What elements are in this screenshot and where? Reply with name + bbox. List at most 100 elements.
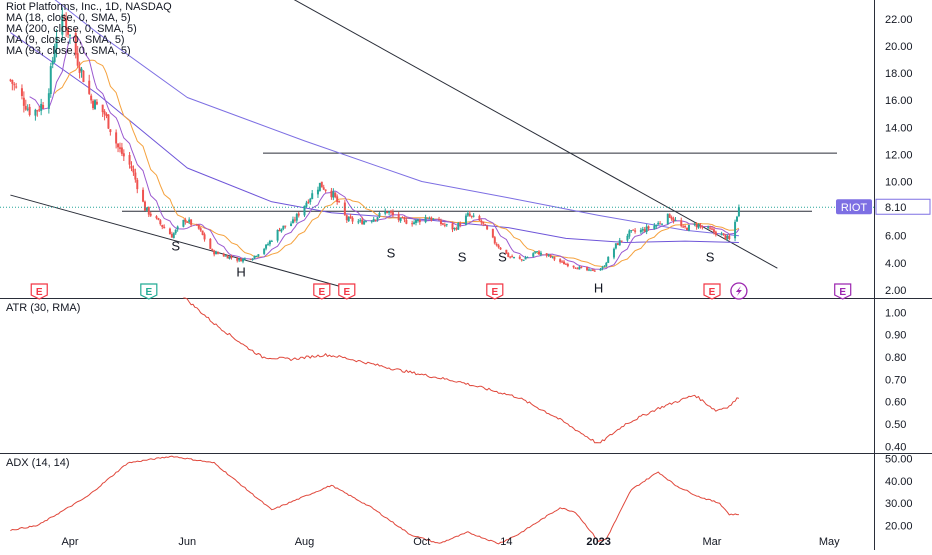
candle-body[interactable] [36, 110, 39, 112]
candle-body[interactable] [78, 67, 81, 73]
candle-body[interactable] [188, 219, 191, 222]
candle-body[interactable] [737, 207, 740, 217]
adx-line[interactable] [10, 455, 739, 545]
candle-body[interactable] [28, 106, 31, 115]
atr-pane[interactable] [183, 297, 740, 444]
candle-body[interactable] [457, 222, 460, 230]
candle-body[interactable] [251, 259, 254, 261]
candle-body[interactable] [280, 228, 283, 232]
candle-body[interactable] [684, 226, 687, 228]
candle-body[interactable] [168, 228, 171, 235]
candle-body[interactable] [197, 224, 200, 229]
legend-ma-93[interactable]: MA (93, close, 0, SMA, 5) [6, 45, 131, 57]
candle-body[interactable] [391, 212, 394, 215]
candle-body[interactable] [578, 266, 581, 270]
candle-body[interactable] [209, 238, 212, 249]
candle-body[interactable] [384, 211, 387, 214]
candle-body[interactable] [401, 217, 404, 219]
candle-body[interactable] [593, 270, 596, 272]
candle-body[interactable] [472, 215, 475, 217]
candle-body[interactable] [551, 256, 554, 258]
candle-body[interactable] [645, 226, 648, 232]
candle-body[interactable] [297, 213, 300, 216]
candle-body[interactable] [201, 230, 204, 235]
candle-body[interactable] [607, 256, 610, 263]
candle-body[interactable] [686, 227, 689, 231]
candle-body[interactable] [712, 229, 715, 233]
candle-body[interactable] [511, 256, 514, 258]
candle-body[interactable] [213, 250, 216, 255]
candle-body[interactable] [159, 220, 162, 225]
candle-body[interactable] [24, 106, 27, 110]
candle-body[interactable] [372, 219, 375, 222]
candle-body[interactable] [130, 165, 133, 169]
candle-body[interactable] [80, 68, 83, 72]
candle-body[interactable] [276, 229, 279, 241]
candle-body[interactable] [386, 211, 389, 213]
candle-body[interactable] [334, 192, 337, 198]
candle-body[interactable] [345, 215, 348, 221]
candle-body[interactable] [553, 257, 556, 260]
legend-ma-200[interactable]: MA (200, close, 0, SMA, 5) [6, 23, 137, 35]
candle-body[interactable] [697, 224, 700, 228]
candle-body[interactable] [351, 217, 354, 222]
candle-body[interactable] [284, 225, 287, 227]
candle-body[interactable] [134, 172, 137, 180]
candle-body[interactable] [451, 223, 454, 230]
trendline[interactable] [10, 194, 353, 291]
candle-body[interactable] [695, 224, 698, 227]
candle-body[interactable] [182, 219, 185, 227]
candle-body[interactable] [40, 103, 43, 111]
candle-body[interactable] [226, 255, 229, 259]
candle-body[interactable] [647, 226, 650, 229]
candle-body[interactable] [576, 268, 579, 270]
candle-body[interactable] [734, 221, 737, 239]
candle-body[interactable] [186, 221, 189, 223]
candle-body[interactable] [459, 223, 462, 226]
candle-body[interactable] [217, 252, 220, 254]
candle-body[interactable] [499, 247, 502, 250]
adx-title[interactable]: ADX (14, 14) [6, 457, 70, 469]
candle-body[interactable] [484, 224, 487, 226]
candle-body[interactable] [526, 256, 529, 258]
candle-body[interactable] [722, 233, 725, 235]
candle-body[interactable] [143, 201, 146, 211]
candle-body[interactable] [726, 235, 729, 239]
candle-body[interactable] [309, 198, 312, 203]
candle-body[interactable] [399, 217, 402, 221]
candle-body[interactable] [92, 100, 95, 109]
candle-body[interactable] [69, 34, 71, 36]
candle-body[interactable] [699, 225, 702, 227]
candle-body[interactable] [49, 66, 52, 95]
candle-body[interactable] [230, 256, 233, 259]
candle-body[interactable] [428, 218, 431, 220]
candle-body[interactable] [438, 219, 441, 221]
candle-body[interactable] [136, 179, 139, 190]
candle-body[interactable] [605, 262, 608, 267]
candle-body[interactable] [455, 228, 458, 230]
candle-body[interactable] [128, 155, 131, 165]
candle-body[interactable] [324, 189, 327, 191]
legend-ma-9[interactable]: MA (9, close, 0, SMA, 5) [6, 34, 125, 46]
earnings-marker[interactable] [338, 283, 356, 300]
candle-body[interactable] [318, 182, 321, 191]
candle-body[interactable] [720, 233, 723, 236]
candle-body[interactable] [707, 226, 710, 228]
candle-body[interactable] [322, 187, 325, 190]
candle-body[interactable] [443, 224, 446, 226]
candle-body[interactable] [107, 114, 110, 129]
candle-body[interactable] [626, 235, 629, 241]
candle-body[interactable] [149, 213, 152, 216]
candle-body[interactable] [336, 196, 339, 202]
candle-body[interactable] [426, 217, 429, 219]
candle-body[interactable] [365, 221, 368, 223]
candle-body[interactable] [670, 217, 673, 220]
candle-body[interactable] [591, 269, 594, 271]
candle-body[interactable] [305, 202, 308, 207]
candle-body[interactable] [47, 93, 50, 109]
candle-body[interactable] [518, 256, 521, 259]
candle-body[interactable] [184, 219, 187, 222]
candle-body[interactable] [532, 253, 535, 257]
candle-body[interactable] [82, 70, 85, 83]
